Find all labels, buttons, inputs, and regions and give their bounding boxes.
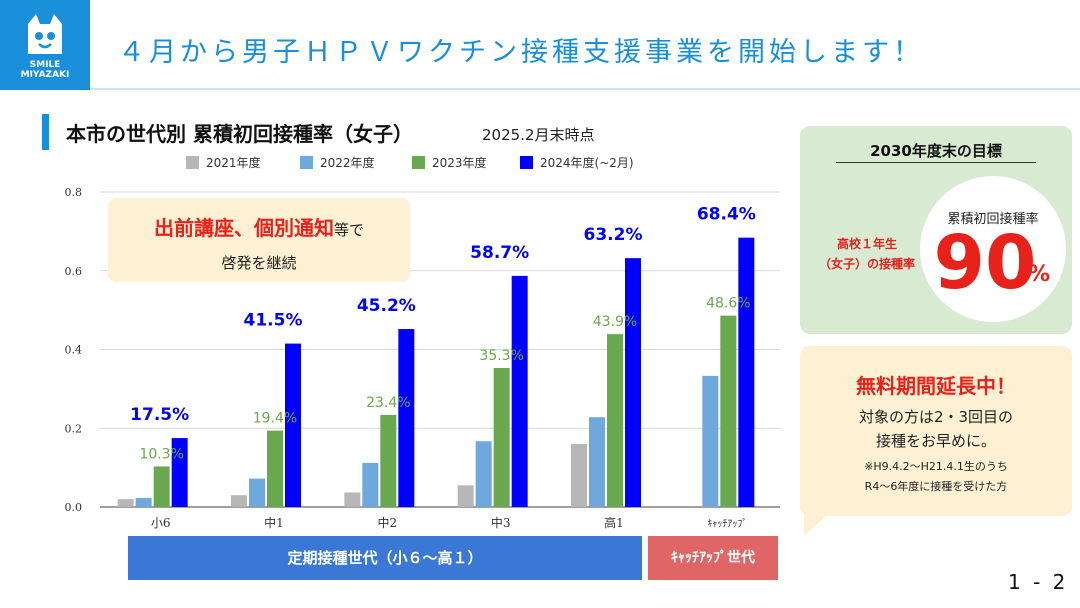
callout-line2: 啓発を継続	[221, 254, 297, 272]
extension-line1: 対象の方は2・3回目の	[858, 408, 1014, 426]
legend-swatch	[520, 156, 533, 169]
y-tick-label: 0.0	[65, 501, 83, 514]
mascot-icon	[28, 14, 62, 54]
goal-circle: 累積初回接種率 90 %	[920, 176, 1066, 322]
data-label-2024: 63.2%	[584, 225, 643, 245]
callout-emphasis-suffix: 等で	[333, 221, 364, 239]
chart-legend: 2021年度 2022年度 2023年度 2024年度(~2月)	[186, 155, 634, 170]
bar-2023年度-中1	[267, 430, 283, 507]
y-tick-label: 0.4	[65, 344, 83, 357]
data-label-2024: 58.7%	[470, 243, 529, 263]
data-label-2023: 19.4%	[253, 411, 297, 427]
bar-2024年度(~2月)-中1	[285, 343, 301, 507]
bar-2023年度-小6	[153, 466, 170, 507]
page-title: ４月から男子ＨＰＶワクチン接種支援事業を開始します！	[118, 37, 924, 68]
x-tick-label: 小6	[151, 516, 171, 530]
bar-2023年度-中3	[493, 368, 510, 507]
bar-2024年度(~2月)-高1	[625, 258, 641, 507]
chart-bars	[117, 237, 755, 508]
chart-title: 本市の世代別 累積初回接種率（女子）	[66, 122, 413, 146]
data-label-2024: 45.2%	[357, 296, 416, 316]
goal-target-line1: 高校１年生	[836, 237, 897, 251]
bar-2021年度-中2	[344, 492, 361, 507]
goal-circle-label: 累積初回接種率	[947, 212, 1039, 227]
bar-2022年度-中2	[362, 462, 379, 507]
bar-2023年度-高1	[607, 334, 623, 507]
data-label-2023: 48.6%	[706, 296, 750, 312]
logo-line2: MIYAZAKI	[20, 70, 70, 80]
legend-label: 2021年度	[206, 155, 261, 170]
bar-2022年度-ｷｬｯﾁｱｯﾌﾟ	[702, 375, 719, 507]
page-number: 1 - 2	[1008, 570, 1069, 594]
x-tick-label: 中1	[264, 515, 284, 530]
bar-2024年度(~2月)-ｷｬｯﾁｱｯﾌﾟ	[738, 237, 755, 508]
x-tick-label: ｷｬｯﾁｱｯﾌﾟ	[707, 518, 747, 530]
y-tick-label: 0.2	[65, 422, 83, 435]
outreach-callout: 出前講座、個別通知等で 啓発を継続	[108, 198, 410, 282]
bar-2023年度-中2	[380, 414, 397, 507]
chart-data-labels: 10.3% 17.5% 19.4% 41.5% 23.4% 45.2% 35.3% 58.7%…	[130, 205, 756, 463]
bar-2023年度-ｷｬｯﾁｱｯﾌﾟ	[720, 315, 737, 507]
goal-panel: 2030年度末の目標 高校１年生 （女子）の接種率 累積初回接種率 90 %	[800, 126, 1072, 334]
callout-emphasis: 出前講座、個別通知	[153, 216, 334, 240]
legend-label: 2024年度(~2月)	[540, 155, 634, 170]
bar-2021年度-小6	[117, 499, 134, 507]
chart-y-axis: 0.0 0.2 0.4 0.6 0.8	[65, 186, 83, 514]
extension-callout: 無料期間延長中！ 対象の方は2・3回目の 接種をお早めに。 ※H9.4.2～H2…	[800, 346, 1072, 516]
chart-subtitle: 2025.2月末時点	[482, 126, 595, 144]
band-regular-generation: 定期接種世代（小６～高１）	[128, 536, 642, 580]
data-label-2024: 41.5%	[244, 311, 303, 331]
goal-target-line2: （女子）の接種率	[818, 257, 915, 271]
legend-swatch	[412, 156, 425, 169]
chart-x-axis: 小6 中1 中2 中3 高1 ｷｬｯﾁｱｯﾌﾟ	[151, 515, 747, 530]
extension-note1: ※H9.4.2～H21.4.1生のうち	[864, 460, 1008, 473]
goal-target: 高校１年生 （女子）の接種率	[808, 234, 926, 274]
bar-2021年度-高1	[571, 444, 587, 507]
data-label-2023: 35.3%	[479, 348, 523, 364]
extension-callout-tail	[804, 514, 828, 536]
extension-line2: 接種をお早めに。	[875, 432, 996, 450]
data-label-2023: 23.4%	[366, 395, 410, 411]
bar-2024年度(~2月)-中3	[511, 275, 528, 507]
data-label-2024: 17.5%	[130, 405, 189, 425]
legend-swatch	[186, 156, 199, 169]
goal-value: 90	[933, 220, 1037, 306]
bar-2022年度-高1	[589, 417, 605, 507]
bar-2021年度-中1	[231, 495, 247, 507]
x-tick-label: 中3	[491, 515, 511, 530]
data-label-2023: 43.9%	[593, 314, 637, 330]
y-tick-label: 0.8	[65, 186, 83, 199]
bar-2021年度-中3	[457, 485, 474, 507]
extension-title: 無料期間延長中！	[856, 374, 1016, 398]
goal-title-underline	[836, 162, 1036, 163]
x-tick-label: 中2	[378, 515, 398, 530]
bar-2024年度(~2月)-中2	[398, 329, 415, 507]
legend-label: 2022年度	[320, 155, 375, 170]
band-catchup-generation: ｷｬｯﾁｱｯﾌﾟ世代	[648, 536, 778, 580]
legend-label: 2023年度	[432, 155, 487, 170]
title-divider	[90, 88, 1080, 90]
bar-chart: 2021年度 2022年度 2023年度 2024年度(~2月) 0.00.20.40…	[65, 155, 780, 530]
extension-note2: R4～6年度に接種を受けた方	[864, 480, 1008, 493]
y-tick-label: 0.6	[65, 265, 83, 278]
bar-2022年度-中3	[475, 441, 492, 507]
data-label-2024: 68.4%	[697, 205, 756, 225]
goal-title: 2030年度末の目標	[870, 142, 1002, 160]
logo-text: SMILE MIYAZAKI	[0, 60, 90, 80]
legend-swatch	[300, 156, 313, 169]
logo: SMILE MIYAZAKI	[0, 0, 90, 90]
bar-2022年度-中1	[249, 478, 265, 507]
goal-unit: %	[1028, 262, 1051, 287]
bar-2022年度-小6	[135, 497, 152, 507]
chart-title-accent	[42, 114, 49, 150]
x-tick-label: 高1	[604, 515, 624, 530]
data-label-2023: 10.3%	[139, 446, 183, 462]
bar-2024年度(~2月)-小6	[171, 438, 188, 507]
logo-line1: SMILE	[29, 60, 61, 70]
